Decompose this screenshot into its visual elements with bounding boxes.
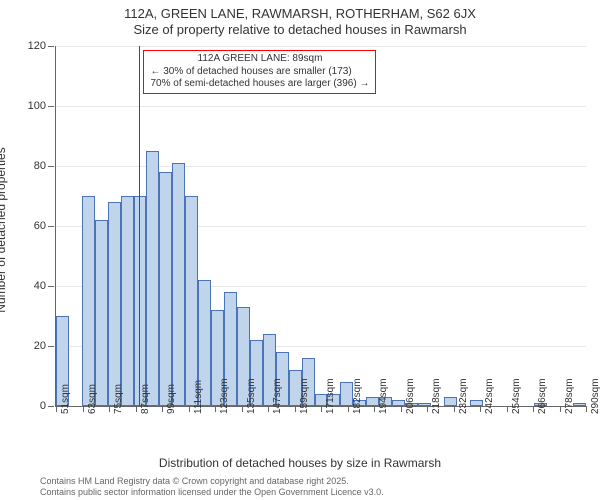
y-tick-label: 60 — [34, 220, 46, 232]
x-tick-label: 75sqm — [113, 384, 124, 414]
x-tick — [374, 406, 375, 412]
y-tick — [48, 406, 54, 407]
x-tick — [215, 406, 216, 412]
property-marker-line — [139, 46, 140, 406]
histogram-bar — [108, 202, 121, 406]
x-tick-label: 278sqm — [564, 378, 575, 414]
x-tick — [427, 406, 428, 412]
footer-attribution: Contains HM Land Registry data © Crown c… — [40, 476, 384, 498]
histogram-bar — [95, 220, 108, 406]
y-tick — [48, 226, 54, 227]
x-tick — [454, 406, 455, 412]
x-tick — [586, 406, 587, 412]
x-tick — [560, 406, 561, 412]
x-tick-label: 266sqm — [537, 378, 548, 414]
y-tick-label: 80 — [34, 160, 46, 172]
plot-area: 02040608010012051sqm63sqm75sqm87sqm99sqm… — [55, 46, 586, 407]
x-tick — [268, 406, 269, 412]
chart-title-primary: 112A, GREEN LANE, RAWMARSH, ROTHERHAM, S… — [0, 6, 600, 22]
x-tick-label: 194sqm — [378, 378, 389, 414]
x-tick-label: 99sqm — [166, 384, 177, 414]
y-tick — [48, 106, 54, 107]
x-tick — [507, 406, 508, 412]
histogram-bar — [172, 163, 185, 406]
x-tick-label: 290sqm — [590, 378, 600, 414]
y-tick-label: 0 — [40, 400, 46, 412]
x-tick-label: 111sqm — [193, 380, 204, 414]
footer-line-2: Contains public sector information licen… — [40, 487, 384, 498]
histogram-bar — [82, 196, 95, 406]
x-tick — [348, 406, 349, 412]
y-tick-label: 20 — [34, 340, 46, 352]
gridline — [56, 46, 586, 47]
histogram-bar — [159, 172, 172, 406]
x-tick-label: 171sqm — [325, 378, 336, 414]
chart-titles: 112A, GREEN LANE, RAWMARSH, ROTHERHAM, S… — [0, 6, 600, 37]
x-tick-label: 123sqm — [219, 378, 230, 414]
y-tick — [48, 46, 54, 47]
x-tick-label: 63sqm — [87, 384, 98, 414]
x-tick-label: 218sqm — [431, 378, 442, 414]
x-tick-label: 135sqm — [246, 378, 257, 414]
x-tick — [162, 406, 163, 412]
x-tick-label: 206sqm — [405, 378, 416, 414]
x-tick — [321, 406, 322, 412]
y-tick — [48, 346, 54, 347]
x-tick-label: 147sqm — [272, 378, 283, 414]
property-annotation: 112A GREEN LANE: 89sqm← 30% of detached … — [143, 50, 376, 94]
x-tick — [136, 406, 137, 412]
x-tick — [242, 406, 243, 412]
histogram-bar — [121, 196, 134, 406]
annotation-larger-pct: 70% of semi-detached houses are larger (… — [150, 78, 369, 91]
gridline — [56, 166, 586, 167]
x-tick-label: 242sqm — [484, 378, 495, 414]
x-tick — [109, 406, 110, 412]
annotation-smaller-pct: ← 30% of detached houses are smaller (17… — [150, 66, 369, 79]
histogram-bar — [444, 397, 457, 406]
histogram-bar — [573, 403, 586, 406]
x-tick-label: 232sqm — [458, 378, 469, 414]
y-tick-label: 40 — [34, 280, 46, 292]
x-tick-label: 87sqm — [140, 384, 151, 414]
y-tick — [48, 286, 54, 287]
histogram-bar — [185, 196, 198, 406]
histogram-bar — [146, 151, 159, 406]
chart-container: 112A, GREEN LANE, RAWMARSH, ROTHERHAM, S… — [0, 0, 600, 500]
x-tick — [83, 406, 84, 412]
x-tick — [189, 406, 190, 412]
x-axis-label: Distribution of detached houses by size … — [0, 456, 600, 470]
x-tick — [401, 406, 402, 412]
x-tick-label: 159sqm — [299, 378, 310, 414]
gridline — [56, 106, 586, 107]
y-tick — [48, 166, 54, 167]
annotation-property-size: 112A GREEN LANE: 89sqm — [150, 53, 369, 66]
y-tick-label: 120 — [28, 40, 46, 52]
y-axis-label: Number of detached properties — [0, 147, 8, 312]
footer-line-1: Contains HM Land Registry data © Crown c… — [40, 476, 384, 487]
x-tick — [533, 406, 534, 412]
histogram-bar — [418, 403, 431, 406]
x-tick-label: 254sqm — [511, 378, 522, 414]
x-tick — [480, 406, 481, 412]
x-tick-label: 182sqm — [352, 378, 363, 414]
histogram-bar — [392, 400, 405, 406]
x-tick — [56, 406, 57, 412]
y-tick-label: 100 — [28, 100, 46, 112]
chart-title-secondary: Size of property relative to detached ho… — [0, 22, 600, 38]
x-tick-label: 51sqm — [60, 384, 71, 414]
x-tick — [295, 406, 296, 412]
